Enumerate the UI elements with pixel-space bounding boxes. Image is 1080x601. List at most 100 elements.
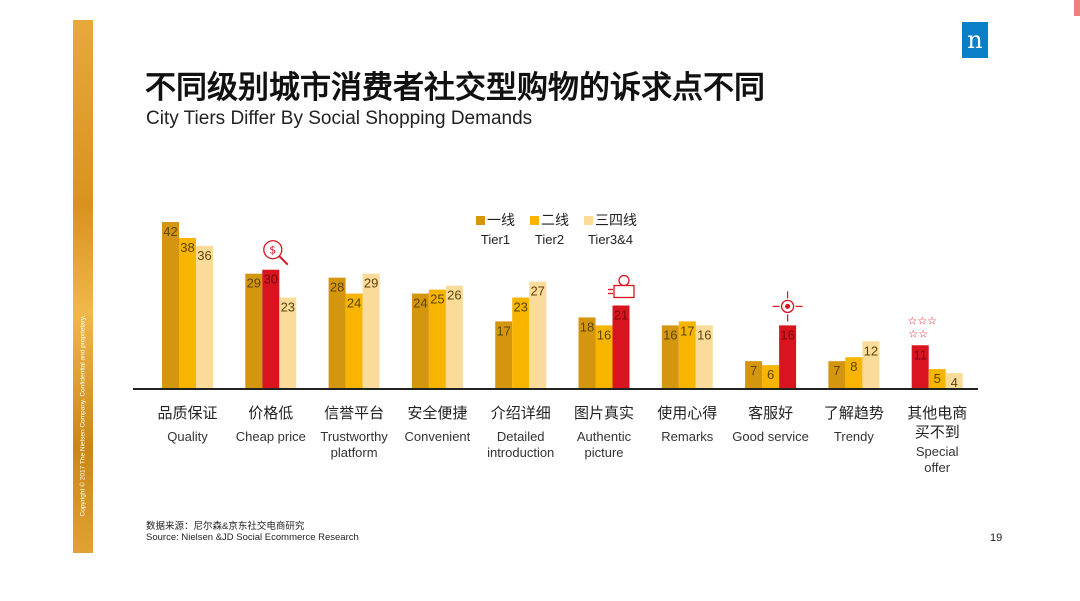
bar (745, 361, 763, 389)
category-label-cn: 买不到 (915, 423, 960, 441)
bar (445, 285, 463, 389)
data-label: 7 (833, 363, 840, 378)
data-label: 12 (864, 343, 878, 358)
source-note-english: Source: Nielsen &JD Social Ecommerce Res… (146, 532, 359, 543)
data-label: 6 (767, 367, 774, 382)
svg-text:☆☆: ☆☆ (908, 327, 928, 340)
category-label-en: Remarks (661, 429, 714, 444)
data-label: 16 (597, 327, 611, 342)
data-label: 25 (430, 292, 444, 307)
category-label-en: Detailed (497, 429, 545, 444)
legend-item-tier1: 一线 Tier1 (476, 210, 515, 247)
legend-item-tier3: 三四线 Tier3&4 (584, 210, 637, 247)
category-label-cn: 介绍详细 (491, 404, 551, 422)
category-label-en: Good service (732, 429, 809, 444)
data-label: 28 (330, 280, 344, 295)
service-arrows-icon (772, 291, 803, 322)
svg-text:☆☆☆: ☆☆☆ (907, 314, 937, 327)
data-label: 36 (197, 248, 211, 263)
legend-label-en: Tier1 (480, 232, 511, 247)
data-label: 11 (913, 347, 927, 362)
category-label-en: Cheap price (236, 429, 306, 444)
legend-item-tier2: 二线 Tier2 (530, 210, 569, 247)
data-label: 21 (614, 308, 628, 323)
category-label-cn: 使用心得 (657, 404, 717, 422)
bar (362, 273, 380, 389)
data-label: 17 (680, 323, 694, 338)
corner-accent (1074, 0, 1080, 16)
source-note-chinese: 数据来源：尼尔森&京东社交电商研究 (146, 521, 305, 532)
data-label: 23 (513, 300, 527, 315)
data-label: 4 (951, 375, 958, 390)
category-label-cn: 价格低 (248, 404, 293, 422)
data-label: 27 (530, 284, 544, 299)
stars-icon: ☆☆☆☆☆ (907, 314, 937, 340)
bar (612, 305, 630, 389)
bar (279, 297, 297, 389)
data-label: 42 (163, 224, 177, 239)
bar (762, 365, 780, 389)
legend-swatch-tier3 (584, 215, 593, 225)
data-label: 26 (447, 288, 461, 303)
category-label-en: Special (916, 444, 959, 459)
nielsen-logo: n (962, 22, 988, 58)
bar (828, 361, 846, 389)
bar (345, 293, 363, 389)
category-label-en: Trendy (834, 429, 874, 444)
category-label-en: Authentic (577, 429, 632, 444)
category-label-en: platform (331, 445, 378, 460)
data-label: 7 (750, 363, 757, 378)
bar (411, 293, 429, 389)
legend-label-cn: 三四线 (595, 213, 637, 229)
page-number: 19 (990, 532, 1003, 544)
bar (678, 321, 696, 389)
bar (428, 289, 446, 389)
bar (196, 245, 213, 389)
category-label-en: Convenient (405, 429, 471, 444)
bar (695, 325, 713, 389)
category-label-en: introduction (487, 445, 554, 460)
data-label: 23 (281, 300, 295, 315)
data-label: 8 (850, 359, 857, 374)
bar (595, 325, 613, 389)
category-label-cn: 其他电商 (907, 404, 967, 422)
data-label: 24 (413, 296, 427, 311)
bar (945, 373, 963, 389)
bar (262, 269, 280, 389)
data-label: 29 (364, 276, 378, 291)
bar (529, 281, 547, 389)
legend-label-cn: 一线 (487, 213, 515, 229)
price-search-icon: $ (263, 240, 289, 266)
category-label-cn: 品质保证 (157, 404, 217, 422)
side-decorative-band (73, 20, 93, 553)
data-label: 17 (496, 323, 510, 338)
category-label-en: picture (584, 445, 623, 460)
legend-label-en: Tier3&4 (587, 232, 634, 247)
slide-title-english: City Tiers Differ By Social Shopping Dem… (146, 108, 533, 129)
data-label: 16 (780, 327, 794, 342)
data-label: 29 (247, 276, 261, 291)
bar (328, 277, 346, 389)
bar (661, 325, 679, 389)
photo-person-icon (608, 274, 635, 299)
category-label-cn: 图片真实 (574, 404, 634, 422)
bar (179, 237, 196, 389)
legend-label-en: Tier2 (534, 232, 565, 247)
category-label-en: offer (924, 460, 950, 475)
category-label-cn: 信誉平台 (324, 404, 384, 422)
data-label: 30 (264, 272, 278, 287)
data-label: 16 (663, 327, 677, 342)
data-label: 38 (180, 240, 194, 255)
bar (162, 222, 179, 389)
bar (495, 321, 513, 389)
bar (779, 325, 797, 389)
data-label: 16 (697, 327, 711, 342)
slide-title-chinese: 不同级别城市消费者社交型购物的诉求点不同 (145, 70, 765, 106)
legend-swatch-tier2 (530, 215, 539, 225)
bar (512, 297, 530, 389)
bar (578, 317, 596, 389)
category-label-en: Trustworthy (320, 429, 388, 444)
bar (845, 357, 863, 389)
svg-text:$: $ (269, 244, 276, 257)
